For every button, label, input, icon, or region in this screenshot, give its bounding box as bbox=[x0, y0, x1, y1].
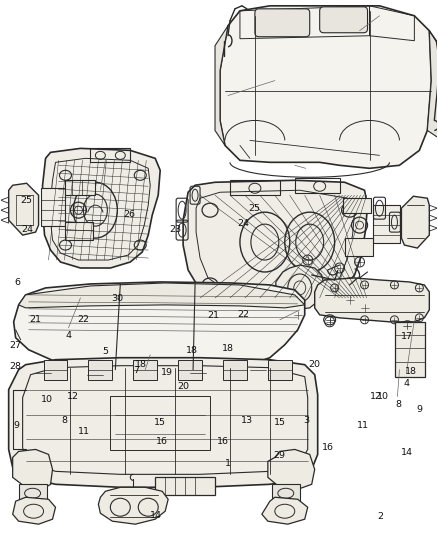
Bar bbox=[43, 360, 67, 379]
Bar bbox=[133, 360, 157, 379]
Text: 21: 21 bbox=[30, 315, 42, 324]
Bar bbox=[88, 360, 112, 379]
Bar bbox=[19, 484, 46, 502]
Text: 18: 18 bbox=[405, 367, 417, 376]
Text: 12: 12 bbox=[370, 392, 382, 401]
Text: 10: 10 bbox=[41, 395, 53, 404]
Bar bbox=[66, 180, 95, 195]
Polygon shape bbox=[13, 449, 53, 489]
Bar bbox=[90, 148, 130, 163]
Polygon shape bbox=[427, 31, 438, 140]
Bar bbox=[268, 360, 292, 379]
Polygon shape bbox=[9, 358, 318, 487]
Text: 6: 6 bbox=[14, 278, 20, 287]
Text: 7: 7 bbox=[133, 366, 139, 375]
Text: 5: 5 bbox=[102, 347, 109, 356]
Text: 8: 8 bbox=[395, 400, 401, 409]
Text: 1: 1 bbox=[225, 458, 231, 467]
Text: 18: 18 bbox=[222, 344, 234, 353]
Bar bbox=[250, 360, 266, 382]
Bar bbox=[295, 178, 339, 193]
Polygon shape bbox=[42, 148, 160, 268]
Polygon shape bbox=[19, 283, 305, 308]
Text: 24: 24 bbox=[21, 225, 33, 234]
Text: 2: 2 bbox=[378, 512, 384, 521]
Text: 19: 19 bbox=[161, 368, 173, 377]
Text: 25: 25 bbox=[20, 196, 32, 205]
Bar bbox=[345, 238, 372, 256]
Polygon shape bbox=[183, 180, 367, 305]
Bar bbox=[223, 360, 247, 379]
FancyBboxPatch shape bbox=[255, 9, 310, 37]
Text: 16: 16 bbox=[217, 438, 230, 446]
Text: 18: 18 bbox=[186, 346, 198, 355]
Text: 22: 22 bbox=[237, 310, 249, 319]
Polygon shape bbox=[13, 497, 56, 524]
Text: 24: 24 bbox=[237, 220, 249, 229]
Text: 25: 25 bbox=[248, 204, 260, 213]
Text: 26: 26 bbox=[124, 211, 135, 220]
Polygon shape bbox=[401, 196, 429, 248]
Text: 13: 13 bbox=[241, 416, 254, 425]
Text: 14: 14 bbox=[150, 511, 162, 520]
Text: 3: 3 bbox=[303, 416, 309, 425]
Text: 20: 20 bbox=[308, 360, 320, 369]
Text: 11: 11 bbox=[78, 427, 90, 435]
Text: 10: 10 bbox=[377, 392, 389, 401]
Text: 12: 12 bbox=[67, 392, 79, 401]
Text: 17: 17 bbox=[401, 332, 413, 341]
Text: 9: 9 bbox=[13, 422, 19, 430]
Text: 4: 4 bbox=[65, 331, 71, 340]
Text: 18: 18 bbox=[135, 360, 147, 369]
Polygon shape bbox=[14, 282, 305, 372]
Bar bbox=[396, 322, 425, 377]
Text: 28: 28 bbox=[10, 362, 21, 371]
Text: 21: 21 bbox=[207, 311, 219, 320]
Text: 4: 4 bbox=[404, 379, 410, 388]
Bar bbox=[41, 188, 66, 226]
Text: 15: 15 bbox=[274, 418, 286, 427]
Bar bbox=[272, 484, 300, 502]
Polygon shape bbox=[220, 6, 431, 168]
Polygon shape bbox=[9, 183, 39, 235]
Bar bbox=[155, 478, 215, 495]
Polygon shape bbox=[262, 497, 308, 524]
Text: 8: 8 bbox=[61, 416, 67, 425]
Text: 14: 14 bbox=[401, 448, 413, 457]
Bar bbox=[66, 222, 93, 240]
Polygon shape bbox=[268, 449, 314, 489]
Text: 22: 22 bbox=[78, 315, 90, 324]
Text: 23: 23 bbox=[169, 225, 181, 234]
Bar bbox=[190, 362, 206, 385]
Bar bbox=[35, 362, 50, 385]
Bar bbox=[372, 205, 400, 243]
Polygon shape bbox=[314, 278, 429, 322]
Bar bbox=[88, 365, 103, 386]
FancyBboxPatch shape bbox=[320, 7, 367, 33]
Bar bbox=[343, 198, 371, 213]
Polygon shape bbox=[215, 26, 228, 146]
Text: 29: 29 bbox=[273, 450, 285, 459]
Text: 20: 20 bbox=[177, 382, 189, 391]
Text: 16: 16 bbox=[156, 438, 168, 446]
Bar bbox=[110, 395, 210, 450]
Text: 27: 27 bbox=[10, 341, 21, 350]
Text: 30: 30 bbox=[111, 294, 124, 303]
Text: 16: 16 bbox=[322, 442, 334, 451]
Text: 11: 11 bbox=[357, 422, 369, 430]
Bar bbox=[230, 180, 280, 195]
Text: 15: 15 bbox=[154, 418, 166, 427]
Polygon shape bbox=[276, 265, 325, 310]
Text: 9: 9 bbox=[417, 406, 423, 415]
Bar bbox=[178, 360, 202, 379]
Polygon shape bbox=[99, 487, 168, 524]
